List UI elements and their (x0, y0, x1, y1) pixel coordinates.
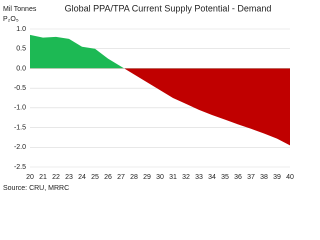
x-tick-label: 35 (221, 174, 229, 181)
x-tick-label: 25 (91, 174, 99, 181)
x-tick-label: 29 (143, 174, 151, 181)
x-tick-label: 38 (260, 174, 268, 181)
y-tick-label: -2.5 (14, 164, 26, 171)
x-tick-label: 20 (26, 174, 34, 181)
y-tick-label: -1.5 (14, 124, 26, 131)
y-tick-label: 1.0 (16, 26, 26, 33)
y-tick-label: -1.0 (14, 105, 26, 112)
x-tick-label: 32 (182, 174, 190, 181)
x-tick-label: 28 (130, 174, 138, 181)
source-note: Source: CRU, MRRC (3, 185, 69, 192)
x-tick-label: 37 (247, 174, 255, 181)
x-tick-label: 40 (286, 174, 294, 181)
x-tick-label: 24 (78, 174, 86, 181)
chart-title: Global PPA/TPA Current Supply Potential … (65, 3, 272, 13)
x-tick-label: 31 (169, 174, 177, 181)
area-positive (30, 34, 125, 69)
x-tick-label: 22 (52, 174, 60, 181)
x-tick-label: 33 (195, 174, 203, 181)
x-tick-label: 23 (65, 174, 73, 181)
x-tick-label: 26 (104, 174, 112, 181)
y-tick-label: 0.5 (16, 46, 26, 53)
y-tick-label: -0.5 (14, 85, 26, 92)
x-tick-label: 36 (234, 174, 242, 181)
y-tick-label: 0.0 (16, 65, 26, 72)
y-tick-label: -2.0 (14, 144, 26, 151)
x-tick-label: 27 (117, 174, 125, 181)
y-axis-label: Mil Tonnes (3, 6, 37, 13)
x-tick-label: 21 (39, 174, 47, 181)
y-axis-unit: P₂O₅ (3, 16, 19, 23)
chart: Global PPA/TPA Current Supply Potential … (3, 3, 294, 192)
page: Global PPA/TPA Current Supply Potential … (3, 3, 294, 192)
x-tick-label: 30 (156, 174, 164, 181)
area-negative (30, 68, 290, 146)
x-tick-label: 34 (208, 174, 216, 181)
x-tick-label: 39 (273, 174, 281, 181)
